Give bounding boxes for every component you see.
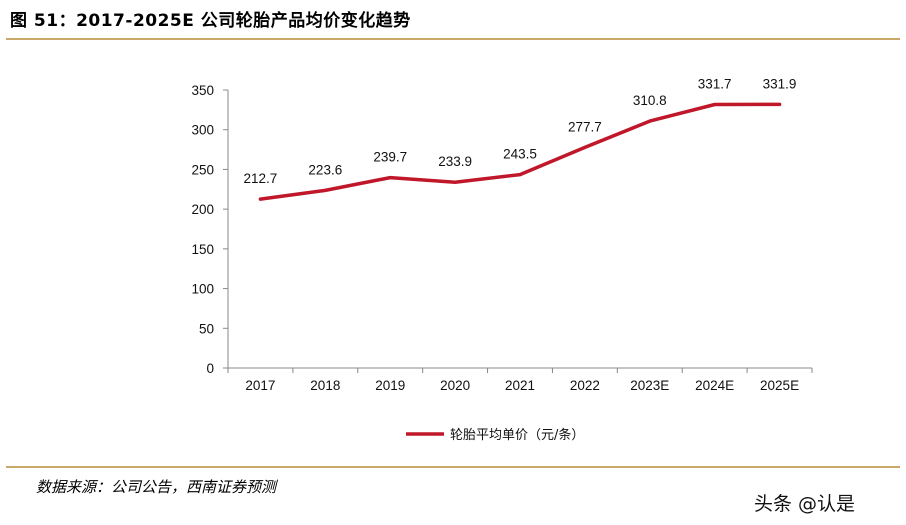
data-label: 239.7: [373, 150, 407, 165]
data-label: 223.6: [308, 162, 342, 177]
x-tick-label: 2023E: [630, 378, 669, 393]
y-tick-label: 350: [191, 83, 214, 98]
title-divider: [6, 38, 900, 40]
x-tick-label: 2024E: [695, 378, 734, 393]
data-label: 310.8: [633, 93, 667, 108]
series-layer: [258, 102, 782, 201]
data-label: 212.7: [244, 171, 278, 186]
x-tick-label: 2022: [570, 378, 600, 393]
chart-legend: 轮胎平均单价（元/条）: [406, 427, 584, 443]
legend-label: 轮胎平均单价（元/条）: [450, 427, 584, 443]
watermark: 头条 @认是: [754, 493, 856, 515]
y-tick-label: 150: [191, 242, 214, 257]
data-source: 数据来源：公司公告，西南证券预测: [36, 478, 277, 496]
data-label: 233.9: [438, 154, 472, 169]
x-tick-label: 2018: [310, 378, 340, 393]
data-label: 243.5: [503, 147, 537, 162]
y-tick-label: 0: [206, 361, 214, 376]
x-tick-label: 2019: [375, 378, 405, 393]
data-label: 331.7: [698, 77, 732, 92]
data-label: 277.7: [568, 119, 602, 134]
data-labels: 212.7 223.6 239.7 233.9 243.5 277.7 310.8 331.7…: [244, 76, 797, 186]
x-tick-label: 2021: [505, 378, 535, 393]
source-divider: [6, 466, 900, 468]
x-axis-ticks: 2017 2018 2019 2020 2021 2022 2023E 2024E 2025E: [227, 368, 813, 393]
y-tick-label: 50: [199, 321, 214, 336]
y-tick-label: 250: [191, 162, 214, 177]
data-label: 331.9: [763, 76, 797, 91]
x-tick-label: 2025E: [760, 378, 799, 393]
y-axis-ticks: 0 50 100 150 200 250 300 350: [191, 83, 228, 376]
y-tick-label: 100: [191, 282, 214, 297]
x-tick-label: 2020: [440, 378, 470, 393]
y-tick-label: 200: [191, 202, 214, 217]
figure-title: 图 51：2017-2025E 公司轮胎产品均价变化趋势: [10, 11, 411, 31]
y-tick-label: 300: [191, 123, 214, 138]
x-tick-label: 2017: [245, 378, 275, 393]
chart-axes: [227, 90, 812, 369]
